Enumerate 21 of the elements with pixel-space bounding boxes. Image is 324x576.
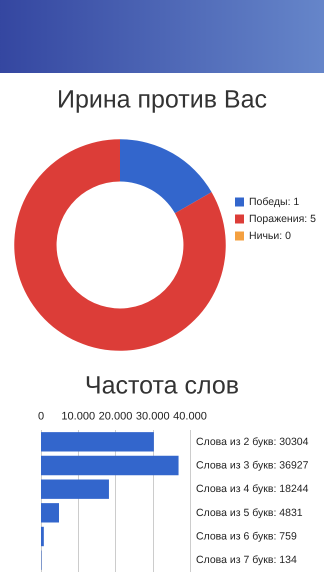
- chart-title: Ирина против Вас: [56, 86, 268, 114]
- bar: [41, 526, 44, 546]
- bar: [41, 479, 109, 499]
- bar: [41, 456, 179, 476]
- legend-label: Поражения: 5: [249, 213, 316, 225]
- legend-label: Победы: 1: [249, 196, 300, 208]
- bar: [41, 503, 59, 523]
- x-tick-label: 10.000: [61, 410, 96, 422]
- y-tick-label: Слова из 5 букв: 4831: [196, 506, 303, 519]
- chart-title: Частота слов: [84, 372, 240, 400]
- x-tick-label: 40.000: [173, 410, 207, 422]
- x-tick-label: 20.000: [98, 410, 132, 422]
- x-tick-label: 0: [38, 410, 44, 422]
- y-tick-label: Слова из 7 букв: 134: [196, 554, 297, 566]
- y-tick-label: Слова из 3 букв: 36927: [196, 460, 309, 472]
- legend-label: Ничьи: 0: [249, 230, 292, 242]
- y-tick-label: Слова из 6 букв: 759: [196, 530, 297, 542]
- bar: [41, 432, 154, 452]
- y-tick-label: Слова из 2 букв: 30304: [196, 436, 309, 448]
- x-tick-label: 30.000: [136, 410, 170, 422]
- y-tick-label: Слова из 4 букв: 18244: [196, 483, 309, 496]
